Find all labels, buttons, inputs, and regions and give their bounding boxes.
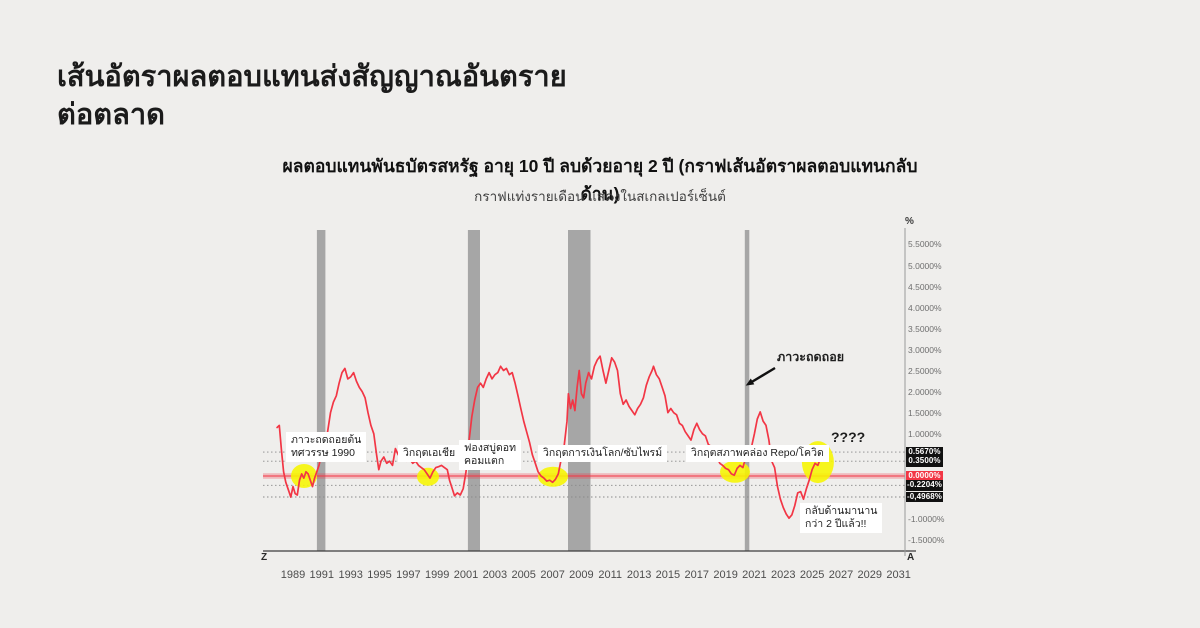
y-axis-tick: 4.0000% (908, 302, 942, 313)
y-axis-tick: 5.5000% (908, 239, 942, 250)
annotation-question-marks: ???? (831, 429, 865, 447)
annotation-early-1990s-recession-line: ภาวะถดถอยต้น (291, 434, 362, 446)
chart-subheading: กราฟแท่งรายเดือน แสดงในสเกลเปอร์เซ็นต์ (474, 189, 726, 204)
x-axis-tick: 2029 (857, 569, 883, 581)
annotation-repo-covid-line: วิกฤตสภาพคล่อง Repo/โควิด (691, 447, 824, 459)
annotation-early-1990s-recession-line: ทศวรรษ 1990 (291, 447, 355, 460)
recession-band (467, 230, 480, 551)
annotation-inverted-2-years: กลับด้านมานาน กว่า 2 ปีแล้ว!! (800, 503, 883, 534)
x-axis-tick: 2013 (626, 569, 652, 581)
y-axis-tick: 4.5000% (908, 281, 942, 292)
x-axis-tick: 1993 (338, 569, 363, 581)
x-axis-tick: 1989 (280, 569, 306, 581)
recession-arrow (749, 366, 776, 385)
y-axis-tick: 2.5000% (908, 366, 942, 376)
annotation-dotcom-bubble: ฟองสบู่ดอท คอมแตก (459, 440, 521, 471)
annotation-inverted-2-years-line: กว่า 2 ปีแล้ว!! (805, 518, 867, 531)
page-title-line1: เส้นอัตราผลตอบแทนส่งสัญญาณอันตราย (57, 61, 567, 93)
annotation-dotcom-bubble-line: คอมแตก (464, 455, 505, 468)
x-axis-tick: 1999 (424, 569, 450, 581)
annotation-asian-crisis: วิกฤตเอเชีย (398, 445, 461, 463)
x-axis-tick: 2027 (828, 569, 854, 581)
page-title: เส้นอัตราผลตอบแทนส่งสัญญาณอันตรายต่อตลาด (57, 58, 817, 135)
highlight-ellipse (417, 467, 439, 486)
annotation-inverted-2-years-line: กลับด้านมานาน (805, 505, 878, 517)
x-axis-tick: 1995 (367, 569, 392, 581)
x-axis-tick: 2023 (771, 569, 796, 581)
annotation-early-1990s-recession: ภาวะถดถอยต้น ทศวรรษ 1990 (286, 432, 367, 463)
y-axis-badge: -0.2204% (906, 480, 943, 491)
annotation-gfc-subprime: วิกฤตการเงินโลก/ซับไพรม์ (538, 445, 668, 463)
x-axis-tick: 2015 (655, 569, 681, 581)
x-axis-tick: 2003 (482, 569, 508, 581)
x-axis-tick: 2009 (569, 569, 594, 581)
y-axis-badge: -0,4968% (906, 491, 943, 503)
x-axis-tick: 1991 (309, 569, 335, 581)
x-axis-tick: 2011 (598, 569, 623, 581)
y-axis-badge: 0.3500% (906, 456, 943, 467)
annotation-asian-crisis-line: วิกฤตเอเชีย (403, 447, 456, 459)
y-axis-badge: 0.5670% (906, 446, 943, 458)
x-axis-tick: 2025 (799, 569, 825, 581)
highlight-ellipse (538, 466, 568, 487)
y-axis-tick: -1.0000% (908, 513, 945, 524)
x-axis-tick: 2017 (684, 569, 710, 581)
x-axis-tick: 2007 (540, 569, 565, 581)
y-axis-tick: 3.0000% (908, 344, 942, 355)
spread-line (276, 355, 825, 520)
annotation-gfc-subprime-line: วิกฤตการเงินโลก/ซับไพรม์ (543, 447, 663, 459)
y-axis-tick: 1.5000% (908, 408, 942, 419)
y-axis-tick: 5.0000% (908, 260, 942, 271)
recession-arrow-head (745, 378, 755, 386)
y-axis-unit-label: % (905, 216, 914, 227)
annotation-recession-label-line: ภาวะถดถอย (777, 350, 845, 364)
chart-heading: ผลตอบแทนพันธบัตรสหรัฐ อายุ 10 ปี ลบด้วยอ… (282, 156, 918, 204)
annotation-recession-label: ภาวะถดถอย (777, 350, 844, 366)
y-axis-badge: 0.0000% (906, 470, 943, 482)
x-axis-right-letter: A (907, 552, 915, 563)
x-axis-tick: 2021 (742, 569, 767, 581)
y-axis-tick: 2.0000% (908, 387, 942, 398)
recession-band (568, 230, 591, 551)
x-axis-tick: 2001 (453, 569, 479, 581)
recession-band (744, 230, 750, 551)
x-axis-left-letter: Z (261, 552, 268, 563)
annotation-dotcom-bubble-line: ฟองสบู่ดอท (464, 442, 516, 454)
recession-band (316, 230, 326, 551)
x-axis-tick: 1997 (396, 569, 421, 581)
x-axis-tick: 2031 (886, 569, 911, 581)
y-axis-tick: 3.5000% (908, 323, 942, 334)
x-axis-tick: 2019 (713, 569, 738, 581)
annotation-repo-covid: วิกฤตสภาพคล่อง Repo/โควิด (686, 445, 829, 463)
y-axis-tick: 1.0000% (908, 429, 942, 440)
annotation-question-marks-line: ???? (831, 429, 866, 445)
page-title-line2: ต่อตลาด (57, 99, 165, 132)
x-axis-tick: 2005 (511, 569, 536, 581)
y-axis-tick: -1.5000% (908, 534, 945, 545)
